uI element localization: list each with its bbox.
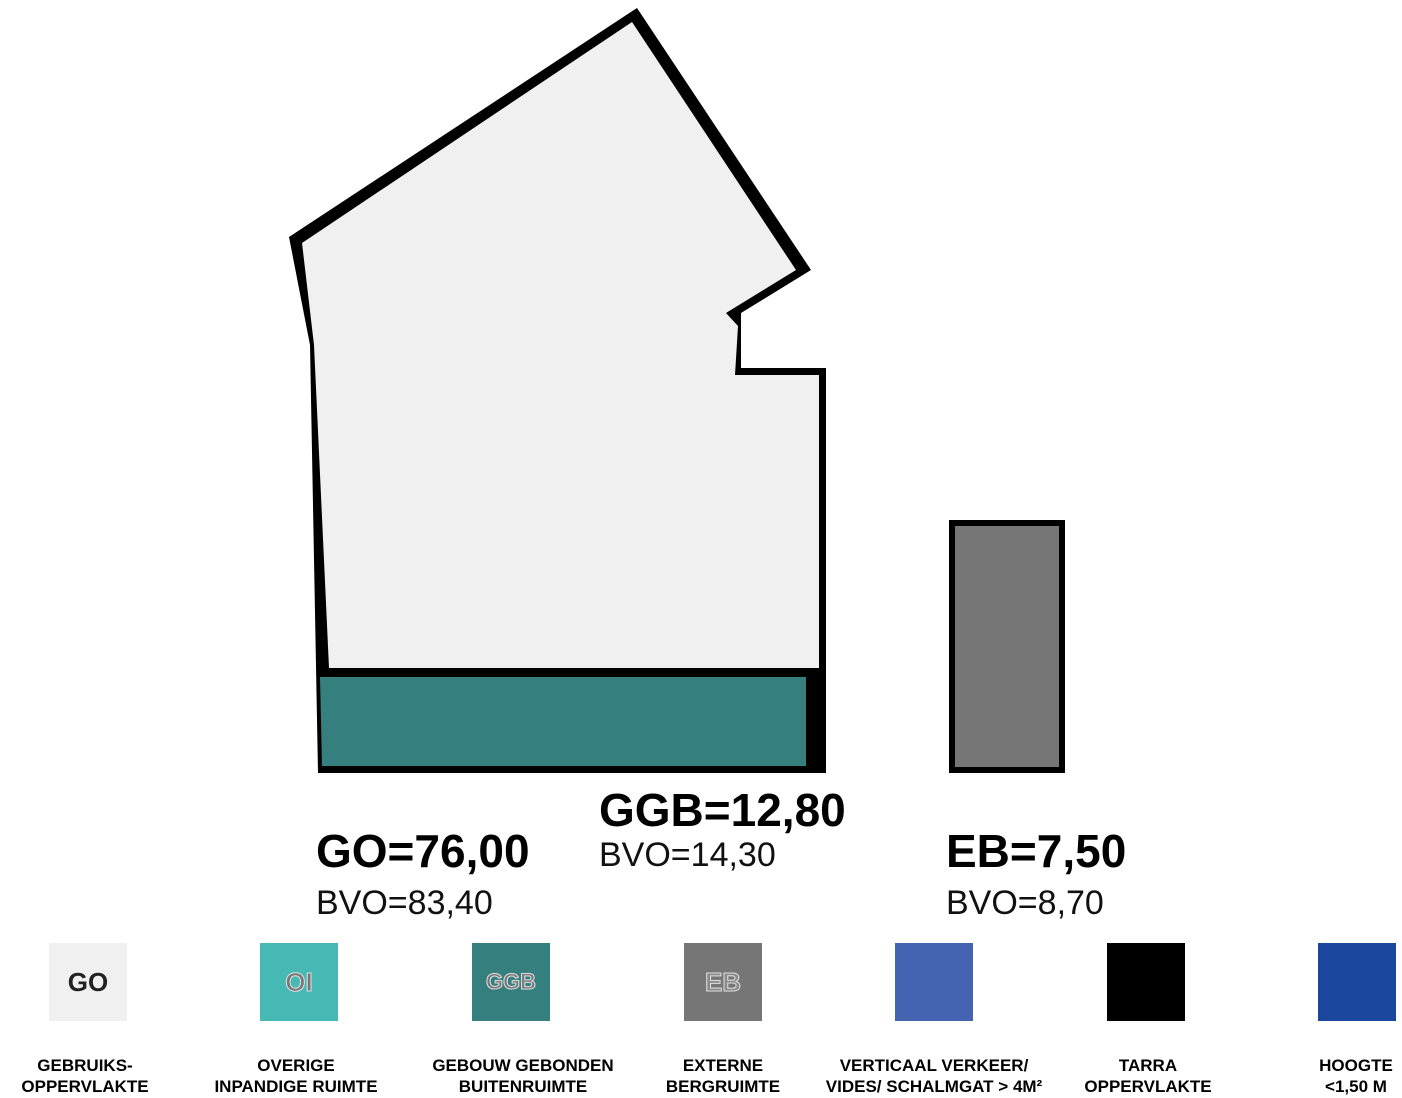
- ggb-bvo-label: BVO=14,30: [599, 836, 776, 874]
- go-area-label: GO=76,00: [316, 825, 530, 877]
- legend-text-vertical-traffic: VERTICAAL VERKEER/ VIDES/ SCHALMGAT > 4M…: [825, 1056, 1043, 1096]
- legend-swatch-vertical-traffic: [895, 943, 973, 1021]
- legend-swatch-tarra: [1107, 943, 1185, 1021]
- ggb-area-label: GGB=12,80: [599, 784, 846, 836]
- legend-text-oi: OVERIGE INPANDIGE RUIMTE: [214, 1056, 378, 1096]
- ggb-area-shape: [320, 677, 806, 766]
- legend-swatch-eb: EB: [684, 943, 762, 1021]
- legend-swatch-oi: OI: [260, 943, 338, 1021]
- legend-code-eb: EB: [704, 966, 742, 997]
- go-area-fill: [302, 22, 819, 668]
- legend-swatch-hoogte: [1318, 943, 1396, 1021]
- legend-code-ggb: GGB: [485, 969, 537, 995]
- eb-area-label: EB=7,50: [946, 825, 1127, 877]
- legend-text-eb: EXTERNE BERGRUIMTE: [665, 1056, 781, 1096]
- legend-code-go: GO: [67, 966, 109, 997]
- eb-area-fill: [955, 526, 1059, 767]
- go-bvo-label: BVO=83,40: [316, 884, 493, 922]
- legend-swatch-go: GO: [49, 943, 127, 1021]
- legend-text-hoogte: HOOGTE <1,50 M: [1319, 1056, 1393, 1096]
- eb-bvo-label: BVO=8,70: [946, 884, 1104, 922]
- legend-swatch-ggb: GGB: [472, 943, 550, 1021]
- legend-text-tarra: TARRA OPPERVLAKTE: [1084, 1056, 1212, 1096]
- legend-text-go: GEBRUIKS- OPPERVLAKTE: [21, 1056, 149, 1096]
- legend-code-oi: OI: [285, 966, 313, 997]
- legend-text-ggb: GEBOUW GEBONDEN BUITENRUIMTE: [432, 1056, 614, 1096]
